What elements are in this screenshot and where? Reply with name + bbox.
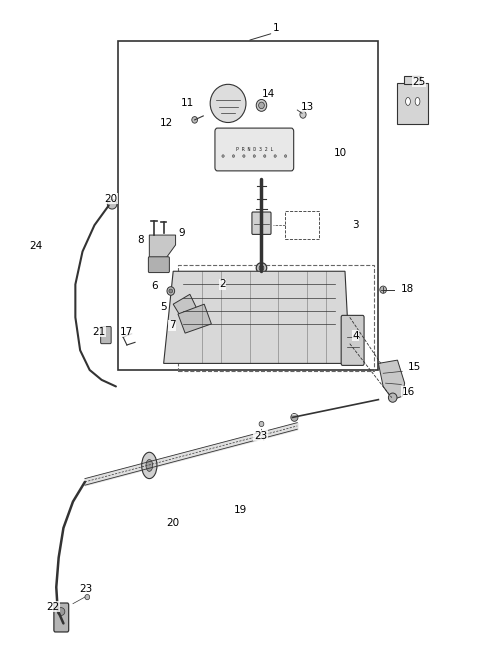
Text: 20: 20 xyxy=(167,518,180,527)
Text: 12: 12 xyxy=(159,118,173,128)
FancyBboxPatch shape xyxy=(54,603,69,632)
Ellipse shape xyxy=(253,155,255,157)
Ellipse shape xyxy=(274,155,276,157)
Ellipse shape xyxy=(259,421,264,426)
Ellipse shape xyxy=(146,459,153,471)
Text: 4: 4 xyxy=(352,330,359,341)
Text: 1: 1 xyxy=(273,22,279,32)
Text: 3: 3 xyxy=(352,220,359,230)
Ellipse shape xyxy=(232,155,235,157)
Text: 19: 19 xyxy=(233,504,247,514)
Ellipse shape xyxy=(222,155,224,157)
Text: 8: 8 xyxy=(137,235,144,245)
Text: 7: 7 xyxy=(169,320,176,330)
Ellipse shape xyxy=(167,287,175,295)
Text: 6: 6 xyxy=(151,281,157,291)
FancyBboxPatch shape xyxy=(215,128,294,171)
Ellipse shape xyxy=(380,286,386,293)
Text: 25: 25 xyxy=(412,77,426,87)
Ellipse shape xyxy=(108,199,117,209)
Text: 10: 10 xyxy=(334,148,347,158)
Text: 23: 23 xyxy=(80,584,93,594)
Text: 21: 21 xyxy=(93,327,106,337)
Ellipse shape xyxy=(388,393,397,403)
Text: 2: 2 xyxy=(219,280,226,290)
Text: 24: 24 xyxy=(29,241,42,251)
Text: 14: 14 xyxy=(262,89,275,98)
FancyBboxPatch shape xyxy=(397,83,428,124)
Polygon shape xyxy=(173,294,199,324)
Ellipse shape xyxy=(300,111,306,118)
Text: 5: 5 xyxy=(160,303,167,313)
Ellipse shape xyxy=(85,594,90,600)
Polygon shape xyxy=(149,235,176,261)
Text: 22: 22 xyxy=(46,602,60,612)
FancyBboxPatch shape xyxy=(148,256,169,272)
FancyBboxPatch shape xyxy=(101,327,111,344)
Ellipse shape xyxy=(264,155,266,157)
Ellipse shape xyxy=(192,116,198,123)
Ellipse shape xyxy=(259,265,264,270)
Text: 23: 23 xyxy=(254,431,267,441)
Polygon shape xyxy=(404,77,421,85)
Ellipse shape xyxy=(210,85,246,122)
Text: 15: 15 xyxy=(408,362,421,371)
Polygon shape xyxy=(164,271,350,364)
Ellipse shape xyxy=(259,102,264,108)
Text: P R N D 3 2 L: P R N D 3 2 L xyxy=(236,147,273,152)
Ellipse shape xyxy=(291,413,298,421)
FancyBboxPatch shape xyxy=(341,315,364,366)
Text: 11: 11 xyxy=(181,98,194,108)
Polygon shape xyxy=(378,360,405,400)
Ellipse shape xyxy=(284,155,287,157)
Text: 13: 13 xyxy=(301,102,314,112)
Ellipse shape xyxy=(57,607,65,615)
Ellipse shape xyxy=(256,99,267,111)
Ellipse shape xyxy=(169,289,173,293)
Ellipse shape xyxy=(415,97,420,105)
Text: 20: 20 xyxy=(105,194,118,204)
FancyBboxPatch shape xyxy=(252,212,271,235)
Text: 17: 17 xyxy=(120,327,133,337)
Text: 16: 16 xyxy=(401,387,415,397)
Ellipse shape xyxy=(243,155,245,157)
Ellipse shape xyxy=(142,452,157,479)
Text: 18: 18 xyxy=(400,284,414,294)
Ellipse shape xyxy=(406,97,410,105)
Polygon shape xyxy=(178,304,211,333)
Ellipse shape xyxy=(256,262,267,273)
Text: 9: 9 xyxy=(179,228,185,238)
